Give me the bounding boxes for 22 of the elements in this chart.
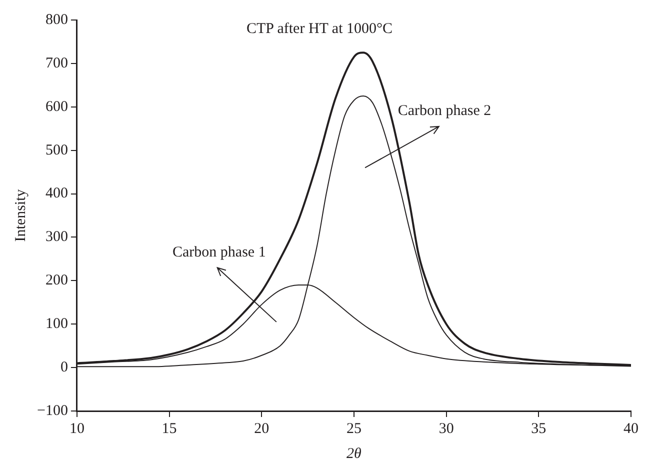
y-tick-label: 300 bbox=[45, 229, 68, 246]
x-tick-label: 30 bbox=[438, 420, 454, 437]
y-tick-label: −100 bbox=[36, 402, 68, 419]
y-tick-label: 700 bbox=[45, 55, 68, 72]
y-tick-label: 800 bbox=[45, 12, 68, 28]
y-axis-title: Intensity bbox=[12, 188, 29, 242]
y-tick-label: 500 bbox=[45, 142, 68, 158]
x-tick-label: 35 bbox=[531, 420, 546, 437]
series-label: Carbon phase 2 bbox=[398, 103, 492, 120]
x-tick-label: 25 bbox=[346, 420, 362, 437]
x-tick-label: 40 bbox=[624, 420, 638, 437]
x-axis-title: 2θ bbox=[346, 446, 362, 462]
y-tick-label: 0 bbox=[60, 359, 68, 376]
x-tick-label: 20 bbox=[254, 420, 270, 437]
chart-title: CTP after HT at 1000°C bbox=[246, 20, 392, 37]
y-tick-label: 100 bbox=[45, 316, 68, 332]
x-tick-label: 15 bbox=[162, 420, 177, 437]
y-tick-label: 400 bbox=[45, 186, 68, 202]
y-tick-label: 600 bbox=[45, 98, 68, 115]
x-tick-label: 10 bbox=[69, 420, 84, 437]
y-tick-label: 200 bbox=[45, 272, 68, 289]
text: Carbon phase 1 bbox=[172, 244, 266, 260]
